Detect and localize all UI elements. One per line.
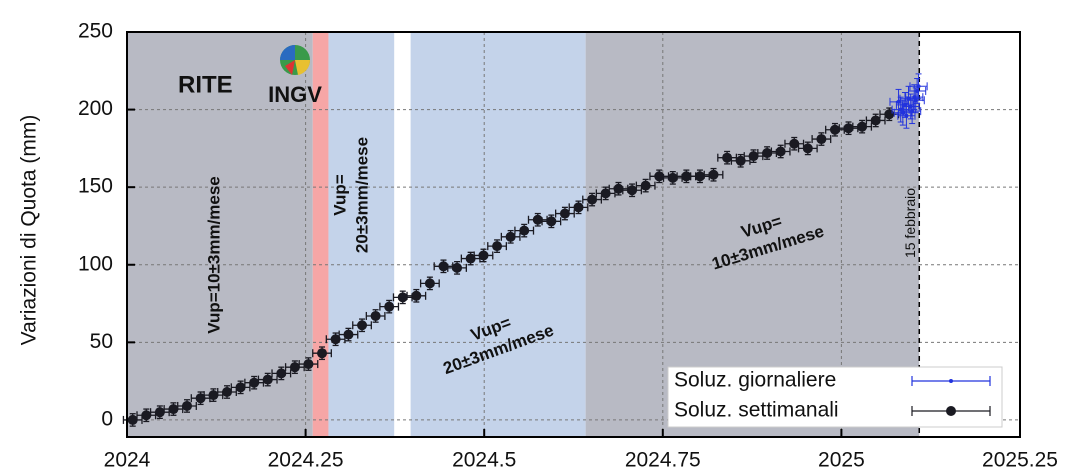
logo: INGV [268, 45, 322, 107]
plot-frame [126, 31, 1021, 438]
data-point [789, 138, 800, 149]
data-point [802, 143, 813, 154]
data-point [681, 171, 692, 182]
legend-label: Soluz. giornaliere [674, 369, 836, 392]
data-point [492, 241, 503, 252]
data-point [289, 362, 300, 373]
station-name: RITE [178, 71, 233, 98]
logo-globe-part [280, 45, 295, 60]
x-tick-label: 2024.75 [625, 449, 701, 472]
period-band [312, 32, 329, 437]
period-band [328, 32, 395, 437]
y-tick-label: 50 [90, 330, 113, 353]
data-point [870, 115, 881, 126]
legend-swatch [949, 379, 953, 383]
data-point [722, 152, 733, 163]
data-point [235, 382, 246, 393]
y-axis-label: Variazioni di Quota (mm) [18, 115, 41, 346]
data-point [262, 374, 273, 385]
annotation: Vup=10±3mm/mese [204, 176, 223, 334]
data-point [127, 414, 138, 425]
data-point [168, 404, 179, 415]
data-point [465, 253, 476, 264]
data-point [667, 172, 678, 183]
data-point [748, 151, 759, 162]
data-point [654, 171, 665, 182]
data-point [843, 123, 854, 134]
x-tick-label: 2024.25 [268, 449, 344, 472]
data-point [904, 113, 909, 118]
data-point [195, 393, 206, 404]
x-tick-label: 2025.25 [982, 449, 1058, 472]
data-point [478, 250, 489, 261]
data-point [317, 348, 328, 359]
data-point [910, 109, 915, 114]
data-point [222, 387, 233, 397]
data-point [613, 183, 624, 194]
data-point [370, 310, 381, 321]
annotation-text: Vup=10±3mm/mese [204, 176, 223, 334]
logo-globe-part [285, 60, 295, 75]
data-point [573, 202, 584, 213]
data-point [884, 109, 895, 120]
data-point [627, 185, 638, 196]
data-point [735, 155, 746, 166]
legend-box [667, 366, 1003, 428]
data-point [640, 180, 651, 191]
data-point [587, 194, 598, 205]
data-point [816, 134, 827, 145]
data-point [708, 169, 719, 180]
data-point [357, 320, 368, 331]
data-point [154, 407, 165, 418]
y-tick-label: 200 [78, 97, 113, 120]
data-point [532, 214, 543, 225]
data-point [546, 216, 557, 227]
data-point [600, 188, 611, 199]
series [889, 73, 928, 129]
annotation-text: Vup= [330, 174, 349, 215]
data-point [182, 400, 193, 411]
annotation-text: 20±3mm/mese [352, 137, 371, 253]
logo-text: INGV [268, 82, 322, 107]
x-tick-label: 2025 [818, 449, 865, 472]
data-point [397, 292, 408, 303]
period-band [410, 32, 586, 437]
data-point [276, 368, 287, 379]
data-point [141, 410, 152, 421]
data-point [762, 148, 773, 159]
data-point [424, 278, 435, 289]
logo-globe-part [295, 60, 311, 75]
data-point [694, 171, 705, 182]
data-point [411, 290, 422, 301]
x-tick-label: 2024 [104, 449, 151, 472]
data-point [857, 121, 868, 132]
data-point [384, 301, 395, 312]
data-point [249, 377, 260, 388]
legend-swatch [946, 406, 956, 416]
data-point [330, 334, 341, 345]
legend-label: Soluz. settimanali [674, 399, 839, 422]
data-point [505, 231, 516, 242]
y-tick-label: 100 [78, 252, 113, 275]
y-tick-label: 250 [78, 20, 113, 43]
data-point [343, 329, 354, 340]
event-label: 15 febbraio [902, 188, 918, 258]
data-point [438, 261, 449, 272]
series [122, 107, 900, 427]
y-tick-label: 0 [101, 407, 113, 430]
data-point [303, 359, 314, 370]
data-point [208, 390, 219, 401]
data-point [519, 225, 530, 236]
data-point [916, 84, 921, 89]
data-point [452, 262, 463, 273]
annotation: Vup=20±3mm/mese [330, 137, 371, 253]
data-point [559, 208, 570, 219]
y-tick-label: 150 [78, 175, 113, 198]
x-tick-label: 2024.5 [452, 449, 516, 472]
data-point [775, 146, 786, 157]
legend: Soluz. giornaliere Soluz. settimanali [667, 366, 1003, 428]
data-point [829, 124, 840, 135]
